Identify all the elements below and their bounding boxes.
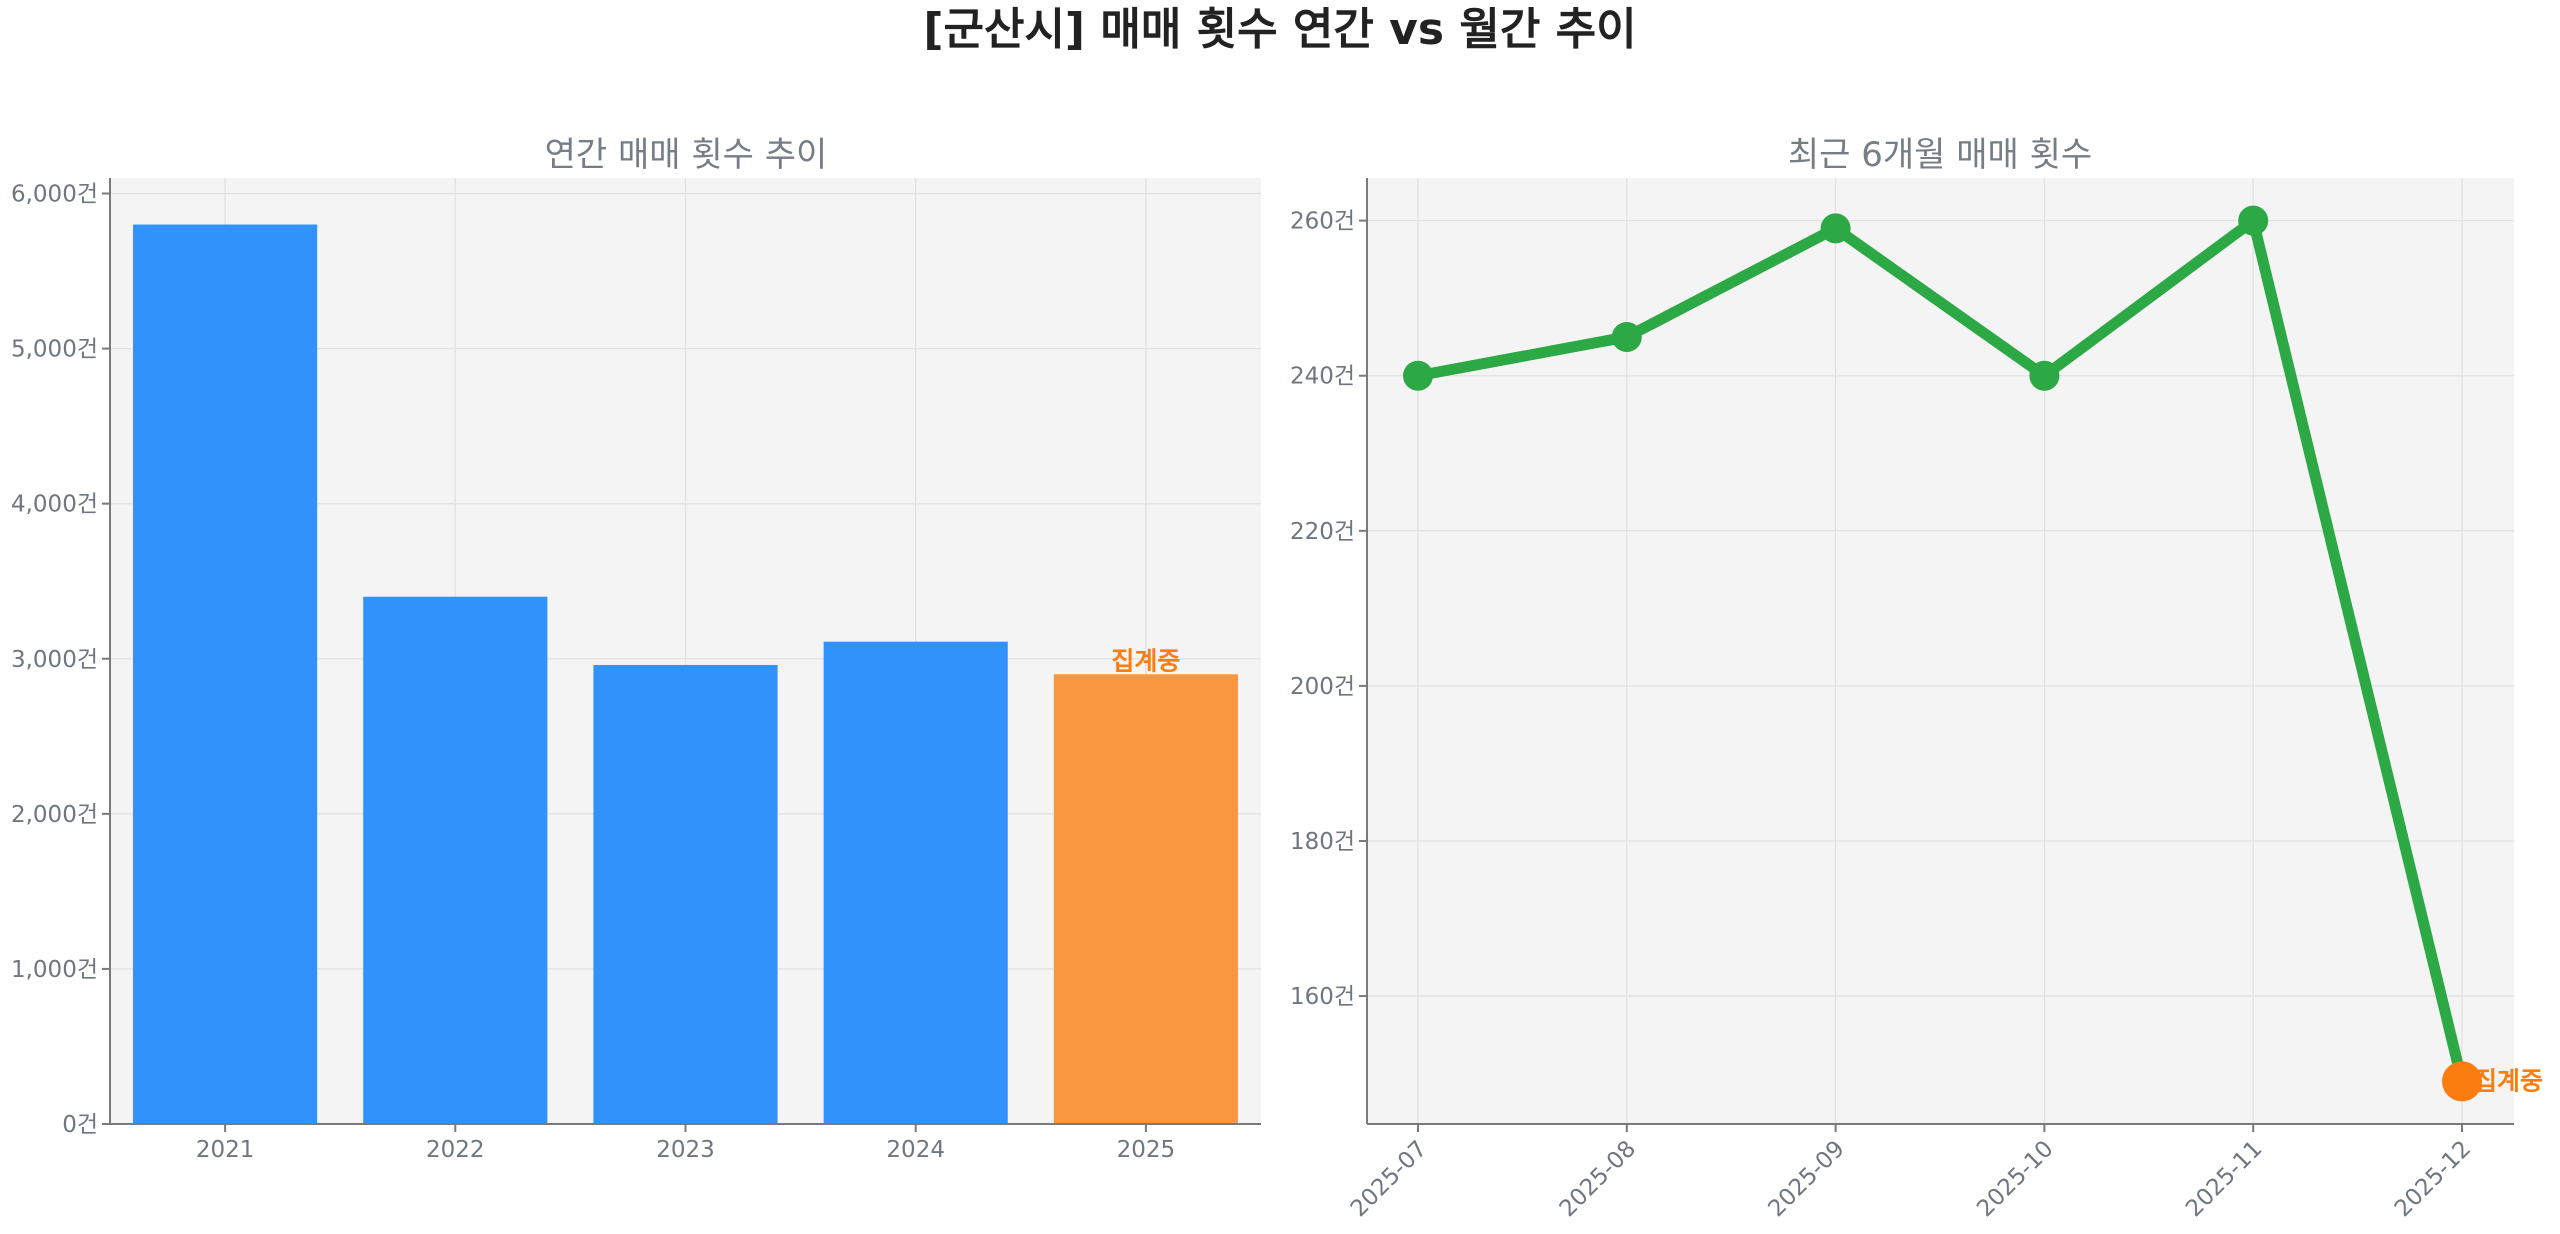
- monthly-y-ticks: 160건 180건 200건 220건 240건 260건: [1290, 209, 1367, 1010]
- monthly-y-tick-label: 180건: [1290, 829, 1355, 855]
- annual-y-tick-label: 1,000건: [11, 957, 98, 983]
- monthly-point-2025-07: [1403, 360, 1433, 391]
- annual-bars: [133, 224, 1238, 1124]
- annual-x-ticks: 2021 2022 2023 2024 2025: [196, 1124, 1175, 1163]
- monthly-point-2025-08: [1611, 321, 1642, 352]
- monthly-x-ticks: 2025-07 2025-08 2025-09 2025-10 2025-11 2025-…: [1346, 1124, 2476, 1222]
- annual-bar-2021: [133, 224, 318, 1124]
- annual-x-tick-label: 2024: [886, 1137, 945, 1163]
- annual-x-tick-label: 2025: [1117, 1137, 1176, 1163]
- annual-y-ticks: 0건 1,000건 2,000건 3,000건 4,000건 5,000건 6,000건: [11, 182, 110, 1138]
- monthly-x-tick-label: 2025-12: [2390, 1136, 2476, 1222]
- monthly-x-tick-label: 2025-11: [2181, 1136, 2267, 1222]
- annual-y-tick-label: 3,000건: [11, 647, 98, 673]
- monthly-pending-annotation: 집계중: [2474, 1066, 2543, 1095]
- annual-x-tick-label: 2021: [196, 1137, 255, 1163]
- monthly-gridlines: [1367, 178, 2514, 1124]
- monthly-point-2025-10: [2029, 360, 2060, 391]
- monthly-series-line: [1412, 215, 2468, 1087]
- annual-y-tick-label: 5,000건: [11, 337, 98, 363]
- monthly-x-tick-label: 2025-10: [1972, 1136, 2058, 1222]
- annual-x-tick-label: 2022: [426, 1137, 485, 1163]
- monthly-point-2025-09: [1820, 213, 1851, 244]
- annual-y-tick-label: 6,000건: [11, 182, 98, 208]
- monthly-y-tick-label: 240건: [1290, 364, 1355, 390]
- monthly-x-tick-label: 2025-09: [1763, 1136, 1849, 1222]
- monthly-x-tick-label: 2025-07: [1346, 1136, 1432, 1222]
- annual-y-tick-label: 2,000건: [11, 802, 98, 828]
- monthly-point-2025-12: [2442, 1061, 2482, 1102]
- monthly-point-2025-11: [2238, 205, 2269, 236]
- annual-chart-title: 연간 매매 횟수 추이: [545, 135, 828, 175]
- annual-bar-2022: [363, 596, 548, 1124]
- monthly-plot-area: [1367, 178, 2514, 1124]
- monthly-y-tick-label: 200건: [1290, 674, 1355, 700]
- annual-x-tick-label: 2023: [656, 1137, 715, 1163]
- monthly-points: [1403, 205, 2482, 1102]
- monthly-y-tick-label: 260건: [1290, 209, 1355, 235]
- monthly-x-tick-label: 2025-08: [1555, 1136, 1641, 1222]
- annual-bar-2023: [593, 664, 778, 1124]
- annual-bar-2025: [1053, 674, 1238, 1124]
- annual-bar-chart: 0건 1,000건 2,000건 3,000건 4,000건 5,000건 6,000건 2…: [11, 135, 1261, 1163]
- monthly-y-tick-label: 220건: [1290, 519, 1355, 545]
- annual-y-tick-label: 0건: [62, 1112, 98, 1138]
- figure-title: [군산시] 매매 횟수 연간 vs 월간 추이: [923, 4, 1636, 55]
- annual-pending-annotation: 집계중: [1111, 646, 1180, 675]
- monthly-chart-title: 최근 6개월 매매 횟수: [1788, 135, 2092, 175]
- annual-y-tick-label: 4,000건: [11, 492, 98, 518]
- monthly-y-tick-label: 160건: [1290, 984, 1355, 1010]
- annual-bar-2024: [823, 641, 1008, 1124]
